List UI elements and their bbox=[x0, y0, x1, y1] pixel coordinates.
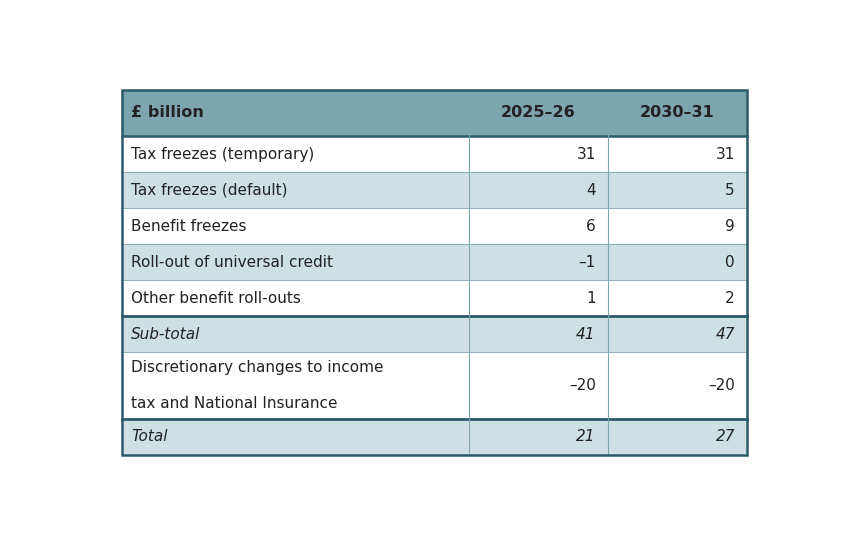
Text: 1: 1 bbox=[586, 291, 595, 306]
Text: £ billion: £ billion bbox=[131, 106, 204, 121]
Text: 9: 9 bbox=[725, 219, 735, 234]
Text: –20: –20 bbox=[708, 378, 735, 393]
Text: 47: 47 bbox=[716, 327, 735, 342]
Text: Tax freezes (temporary): Tax freezes (temporary) bbox=[131, 147, 315, 162]
Text: –20: –20 bbox=[569, 378, 595, 393]
Text: 5: 5 bbox=[725, 183, 735, 198]
Text: Total: Total bbox=[131, 430, 167, 444]
Bar bbox=[122, 353, 747, 419]
Bar bbox=[122, 209, 747, 244]
Text: Benefit freezes: Benefit freezes bbox=[131, 219, 247, 234]
Text: 6: 6 bbox=[586, 219, 595, 234]
Text: Other benefit roll-outs: Other benefit roll-outs bbox=[131, 291, 301, 306]
Text: 2: 2 bbox=[725, 291, 735, 306]
Text: Tax freezes (default): Tax freezes (default) bbox=[131, 183, 287, 198]
Bar bbox=[122, 244, 747, 280]
Text: Roll-out of universal credit: Roll-out of universal credit bbox=[131, 255, 333, 270]
Text: 4: 4 bbox=[586, 183, 595, 198]
Bar bbox=[122, 172, 747, 209]
Text: tax and National Insurance: tax and National Insurance bbox=[131, 396, 338, 411]
Bar bbox=[122, 89, 747, 136]
Text: 0: 0 bbox=[725, 255, 735, 270]
Text: 41: 41 bbox=[576, 327, 595, 342]
Bar bbox=[122, 136, 747, 172]
Bar bbox=[122, 280, 747, 316]
Text: 27: 27 bbox=[716, 430, 735, 444]
Text: 31: 31 bbox=[716, 147, 735, 162]
Text: 2025–26: 2025–26 bbox=[501, 106, 576, 121]
Text: Discretionary changes to income: Discretionary changes to income bbox=[131, 360, 383, 375]
Text: 21: 21 bbox=[576, 430, 595, 444]
Text: Sub-total: Sub-total bbox=[131, 327, 200, 342]
Text: 2030–31: 2030–31 bbox=[639, 106, 715, 121]
Text: –1: –1 bbox=[578, 255, 595, 270]
Bar bbox=[122, 89, 747, 455]
Text: 31: 31 bbox=[577, 147, 595, 162]
Bar bbox=[122, 419, 747, 455]
Bar bbox=[122, 316, 747, 353]
